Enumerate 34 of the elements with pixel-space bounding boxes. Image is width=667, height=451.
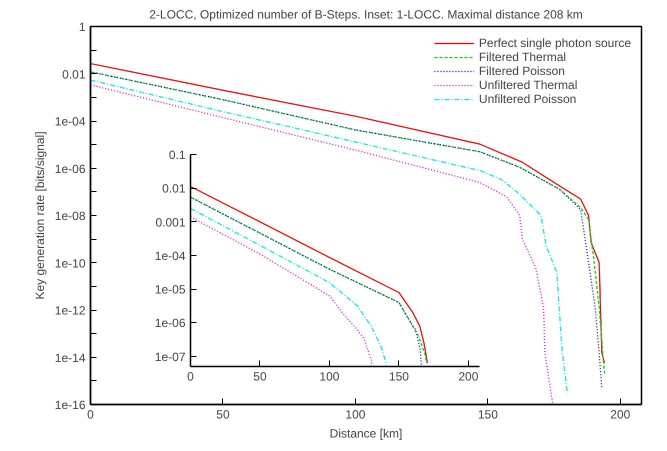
y-tick-label: 0.01 — [62, 67, 86, 82]
y-tick-label: 1e-04 — [154, 248, 186, 263]
x-tick-label: 150 — [388, 370, 410, 384]
x-tick-label: 0 — [187, 370, 194, 384]
y-tick-label: 0.01 — [162, 182, 186, 196]
legend-label: Filtered Thermal — [478, 50, 566, 64]
legend-label: Unfiltered Poisson — [478, 92, 576, 106]
y-tick-label: 1e-06 — [54, 162, 86, 176]
x-tick-label: 200 — [610, 408, 631, 422]
y-tick-label: 1e-10 — [54, 256, 86, 270]
y-tick-label: 1e-12 — [54, 304, 86, 318]
y-tick-label: 1e-04 — [54, 114, 86, 128]
x-tick-label: 100 — [319, 370, 340, 384]
legend-label: Unfiltered Thermal — [478, 78, 578, 92]
x-tick-label: 100 — [345, 408, 366, 422]
y-tick-label: 1e-16 — [54, 398, 86, 412]
y-tick-label: 0.1 — [168, 148, 186, 162]
y-tick-label: 1e-06 — [154, 316, 186, 330]
x-tick-label: 150 — [478, 408, 498, 422]
y-tick-label: 1 — [78, 20, 86, 34]
y-tick-label: 0.001 — [155, 215, 186, 230]
y-tick-label: 1e-05 — [154, 282, 186, 297]
y-tick-label: 1e-07 — [154, 350, 186, 364]
x-tick-label: 50 — [253, 370, 267, 384]
y-tick-label: 1e-08 — [54, 209, 86, 223]
x-tick-label: 200 — [458, 370, 479, 384]
legend-label: Filtered Poisson — [478, 64, 565, 78]
y-tick-label: 1e-14 — [54, 350, 86, 365]
x-axis-title: Distance [km] — [330, 426, 402, 440]
legend-label: Perfect single photon source — [478, 36, 631, 50]
y-axis-title: Key generation rate [bits/signal] — [32, 131, 47, 300]
chart-title: 2-LOCC, Optimized number of B-Steps. Inset: 1-LOCC. Maximal distance 208 km — [149, 8, 583, 22]
x-tick-label: 0 — [87, 408, 94, 422]
x-tick-label: 50 — [216, 408, 230, 422]
